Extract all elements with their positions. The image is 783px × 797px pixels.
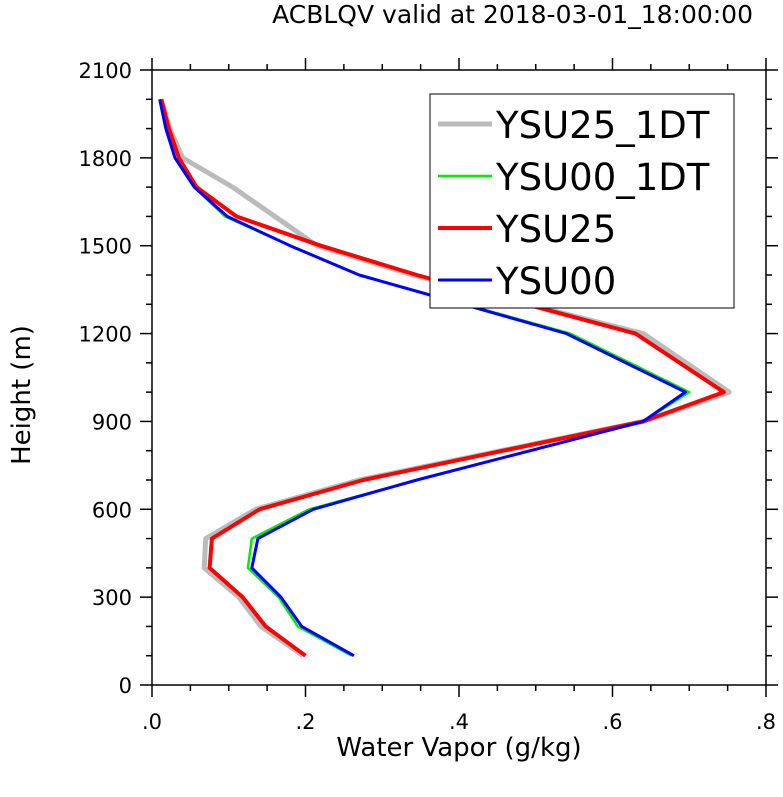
x-axis-label: Water Vapor (g/kg) (336, 733, 582, 763)
x-tick-label: .0 (142, 710, 162, 734)
y-tick-label: 900 (92, 410, 132, 434)
x-tick-label: .4 (449, 710, 469, 734)
legend-label: YSU25 (495, 208, 616, 251)
series-line-YSU25 (159, 98, 726, 658)
x-tick-label: .2 (295, 710, 315, 734)
y-tick-label: 300 (92, 586, 132, 610)
y-tick-label: 2100 (79, 59, 132, 83)
y-tick-label: 1500 (79, 235, 132, 259)
y-tick-label: 1800 (79, 147, 132, 171)
legend-label: YSU00_1DT (495, 156, 710, 199)
y-tick-label: 1200 (79, 323, 132, 347)
y-tick-label: 0 (119, 674, 132, 698)
legend-label: YSU25_1DT (495, 104, 710, 147)
x-tick-label: .8 (756, 710, 776, 734)
tick-layer: 0 300 600 900 1200 1500 1800 2100 .0 .2 .4 .6 .8 (79, 58, 778, 734)
y-axis-label: Height (m) (7, 325, 37, 465)
x-tick-label: .6 (602, 710, 622, 734)
legend: YSU25_1DT YSU00_1DT YSU25 YSU00 (429, 93, 735, 309)
legend-label: YSU00 (495, 260, 616, 303)
y-tick-label: 600 (92, 498, 132, 522)
legend-box (429, 93, 735, 309)
plot-frame (151, 69, 767, 686)
chart-title: ACBLQV valid at 2018-03-01_18:00:00 (272, 0, 753, 29)
series-line-YSU00 (158, 98, 687, 658)
series-layer (158, 98, 732, 658)
